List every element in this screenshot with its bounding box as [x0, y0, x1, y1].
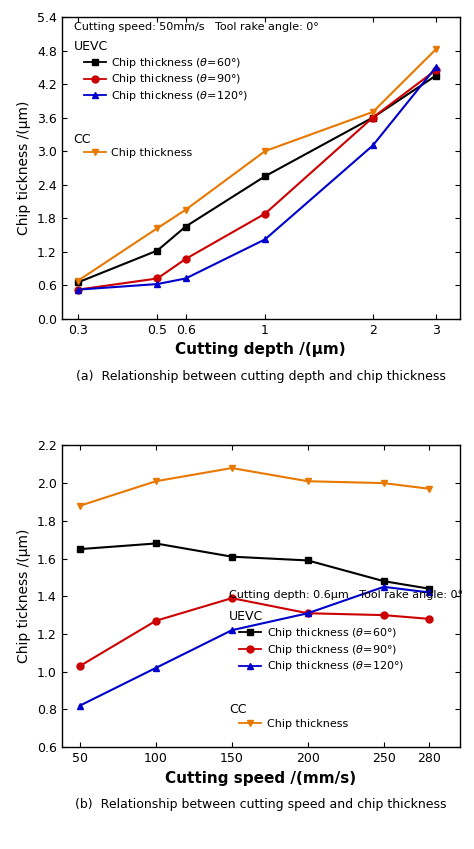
Chip thickness ($\theta$=120°): [155, 279, 160, 290]
Chip thickness ($\theta$=120°): [370, 140, 376, 150]
Legend: Chip thickness: Chip thickness: [79, 143, 197, 163]
Line: Chip thickness: Chip thickness: [76, 464, 433, 509]
Line: Chip thickness ($\theta$=60°): Chip thickness ($\theta$=60°): [76, 540, 433, 593]
Chip thickness ($\theta$=60°): [370, 112, 376, 122]
Chip thickness ($\theta$=60°): [75, 278, 81, 288]
Chip thickness ($\theta$=120°): [262, 234, 268, 245]
Line: Chip thickness ($\theta$=90°): Chip thickness ($\theta$=90°): [74, 66, 439, 293]
Text: CC: CC: [229, 703, 246, 717]
Chip thickness ($\theta$=90°): [381, 610, 387, 621]
Chip thickness: [433, 44, 438, 54]
Chip thickness ($\theta$=60°): [155, 245, 160, 256]
Legend: Chip thickness: Chip thickness: [235, 714, 352, 733]
Chip thickness ($\theta$=90°): [433, 65, 438, 76]
X-axis label: Cutting speed /(mm/s): Cutting speed /(mm/s): [165, 771, 356, 785]
Chip thickness ($\theta$=90°): [229, 593, 235, 604]
Chip thickness: [370, 107, 376, 117]
Chip thickness: [153, 476, 159, 486]
Line: Chip thickness ($\theta$=60°): Chip thickness ($\theta$=60°): [74, 72, 439, 286]
Chip thickness ($\theta$=90°): [77, 661, 82, 671]
Chip thickness ($\theta$=120°): [433, 62, 438, 72]
X-axis label: Cutting depth /(μm): Cutting depth /(μm): [175, 342, 346, 357]
Chip thickness: [381, 478, 387, 488]
Chip thickness ($\theta$=120°): [229, 625, 235, 635]
Chip thickness: [305, 476, 310, 486]
Line: Chip thickness ($\theta$=120°): Chip thickness ($\theta$=120°): [74, 64, 439, 293]
Line: Chip thickness ($\theta$=120°): Chip thickness ($\theta$=120°): [76, 583, 433, 709]
Chip thickness ($\theta$=90°): [370, 112, 376, 122]
Chip thickness: [77, 501, 82, 511]
Chip thickness ($\theta$=60°): [381, 576, 387, 587]
Chip thickness ($\theta$=90°): [155, 273, 160, 284]
Chip thickness ($\theta$=60°): [305, 555, 310, 565]
Chip thickness ($\theta$=120°): [427, 588, 432, 598]
Chip thickness ($\theta$=60°): [427, 583, 432, 593]
Chip thickness ($\theta$=60°): [229, 552, 235, 562]
Chip thickness ($\theta$=120°): [77, 700, 82, 711]
Chip thickness ($\theta$=120°): [183, 273, 189, 284]
Text: (a)  Relationship between cutting depth and chip thickness: (a) Relationship between cutting depth a…: [76, 370, 446, 383]
Chip thickness ($\theta$=90°): [153, 616, 159, 626]
Chip thickness ($\theta$=90°): [427, 614, 432, 624]
Chip thickness ($\theta$=60°): [262, 171, 268, 182]
Chip thickness: [427, 484, 432, 494]
Chip thickness: [262, 146, 268, 156]
Text: Cutting depth: 0.6μm   Tool rake angle: 0°: Cutting depth: 0.6μm Tool rake angle: 0°: [229, 590, 463, 600]
Chip thickness ($\theta$=120°): [75, 284, 81, 295]
Chip thickness ($\theta$=60°): [153, 538, 159, 548]
Text: CC: CC: [73, 133, 91, 146]
Chip thickness ($\theta$=90°): [262, 209, 268, 219]
Line: Chip thickness: Chip thickness: [74, 46, 439, 284]
Chip thickness ($\theta$=60°): [183, 222, 189, 232]
Chip thickness: [155, 223, 160, 233]
Chip thickness ($\theta$=60°): [77, 544, 82, 554]
Text: UEVC: UEVC: [229, 610, 263, 623]
Chip thickness: [75, 276, 81, 286]
Text: (b)  Relationship between cutting speed and chip thickness: (b) Relationship between cutting speed a…: [75, 798, 447, 812]
Chip thickness ($\theta$=120°): [305, 608, 310, 618]
Text: UEVC: UEVC: [73, 40, 108, 53]
Line: Chip thickness ($\theta$=90°): Chip thickness ($\theta$=90°): [76, 594, 433, 670]
Chip thickness ($\theta$=60°): [433, 70, 438, 81]
Chip thickness ($\theta$=120°): [153, 663, 159, 673]
Chip thickness: [183, 205, 189, 215]
Text: Cutting speed: 50mm/s   Tool rake angle: 0°: Cutting speed: 50mm/s Tool rake angle: 0…: [73, 21, 319, 31]
Y-axis label: Chip tickness /(μm): Chip tickness /(μm): [17, 101, 31, 235]
Chip thickness: [229, 463, 235, 473]
Y-axis label: Chip tickness /(μm): Chip tickness /(μm): [17, 529, 31, 663]
Chip thickness ($\theta$=120°): [381, 582, 387, 592]
Chip thickness ($\theta$=90°): [183, 254, 189, 264]
Chip thickness ($\theta$=90°): [305, 608, 310, 618]
Chip thickness ($\theta$=90°): [75, 284, 81, 295]
